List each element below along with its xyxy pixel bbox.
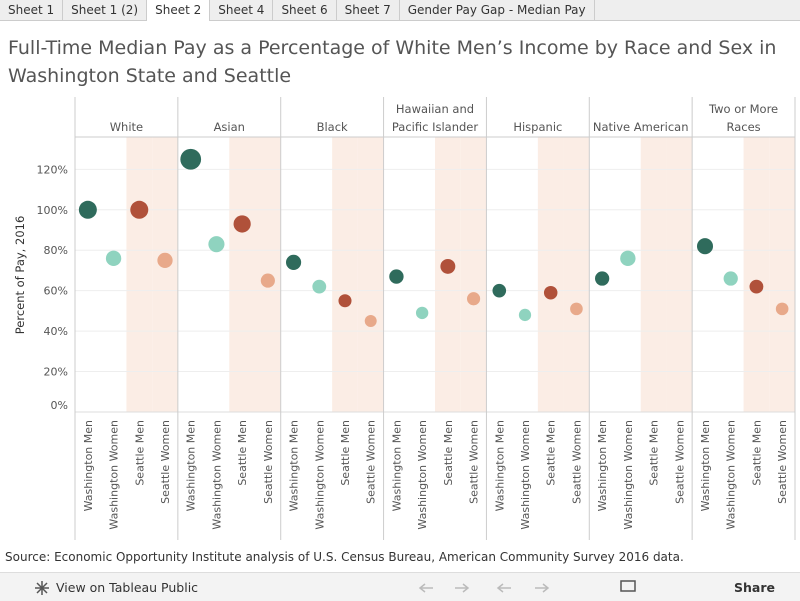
seattle-band: [332, 137, 358, 412]
x-tick-label: Seattle Men: [442, 420, 455, 486]
y-tick-label: 100%: [37, 204, 68, 217]
dot: [208, 236, 225, 253]
panel-header: White: [109, 120, 144, 134]
x-tick-label: Seattle Men: [339, 420, 352, 486]
dot: [570, 302, 583, 316]
dot: [233, 215, 251, 233]
y-tick-label: 40%: [44, 325, 68, 338]
seattle-band: [640, 137, 667, 412]
x-tick-label: Seattle Women: [365, 420, 378, 504]
dot: [466, 292, 481, 306]
seattle-band: [666, 137, 693, 412]
dot: [157, 252, 173, 268]
chart: 0% 20% 40% 60% 80% 100% 120% Percent of Pay, 20…: [13, 97, 796, 540]
y-tick-label: 20%: [44, 366, 68, 379]
tab[interactable]: Sheet 6: [273, 0, 337, 20]
tab[interactable]: Gender Pay Gap - Median Pay: [400, 0, 595, 20]
x-tick-label: Washington Men: [390, 420, 403, 511]
dot: [364, 315, 377, 327]
x-tick-label: Washington Women: [622, 420, 635, 530]
y-axis-label: Percent of Pay, 2016: [13, 216, 27, 335]
x-tick-label: Washington Men: [288, 420, 301, 511]
x-tick-label: Washington Men: [493, 420, 506, 511]
x-tick-label: Seattle Women: [570, 420, 583, 504]
dot: [492, 283, 507, 298]
seattle-band: [357, 137, 384, 412]
tableau-icon: [35, 581, 49, 595]
tab[interactable]: Sheet 1 (2): [63, 0, 148, 20]
dot: [105, 250, 122, 267]
dot: [415, 306, 429, 320]
x-tick-label: Washington Women: [108, 420, 121, 530]
dot: [389, 269, 404, 284]
dot: [286, 254, 302, 270]
y-tick-label: 80%: [44, 244, 68, 257]
x-tick-label: Seattle Men: [236, 420, 249, 486]
y-tick-label: 60%: [44, 285, 68, 298]
dot: [620, 250, 636, 267]
tab[interactable]: Sheet 4: [210, 0, 274, 20]
chart-title: Full-Time Median Pay as a Percentage of …: [8, 37, 777, 87]
panel-header: Asian: [213, 120, 245, 134]
x-tick-label: Washington Men: [185, 420, 198, 511]
seattle-band: [126, 137, 153, 412]
dot: [543, 285, 558, 300]
x-tick-label: Washington Women: [416, 420, 429, 530]
seattle-band: [537, 137, 564, 412]
toolbar-icons: [418, 580, 636, 593]
dot: [595, 271, 610, 286]
dot: [696, 238, 714, 255]
dot: [518, 308, 532, 322]
tab[interactable]: Sheet 1: [0, 0, 64, 20]
source-note: Source: Economic Opportunity Institute a…: [5, 550, 684, 564]
seattle-band: [563, 137, 590, 412]
panel-header: Native American: [592, 120, 689, 134]
x-tick-label: Washington Women: [210, 420, 223, 530]
share-button[interactable]: Share: [734, 580, 775, 595]
panel-header: Two or More Races: [708, 102, 779, 134]
dot: [338, 294, 352, 308]
x-tick-label: Seattle Women: [159, 420, 172, 504]
view-link[interactable]: View on Tableau Public: [56, 580, 199, 595]
seattle-band: [743, 137, 770, 412]
seattle-band: [769, 137, 795, 412]
x-tick-label: Washington Women: [725, 420, 738, 530]
dot: [749, 279, 764, 294]
panel-header: Hawaiian and Pacific Islander: [391, 102, 479, 134]
y-tick-label: 0%: [51, 399, 68, 412]
panel-header: Hispanic: [513, 120, 563, 134]
x-tick-label: Seattle Men: [133, 420, 146, 486]
dot: [130, 200, 149, 219]
seattle-band: [229, 137, 255, 412]
tab[interactable]: Sheet 7: [337, 0, 400, 20]
x-tick-label: Washington Women: [313, 420, 326, 530]
seattle-band: [460, 137, 487, 412]
dot: [312, 279, 327, 294]
x-tick-label: Seattle Men: [545, 420, 558, 486]
x-tick-label: Seattle Women: [776, 420, 789, 504]
x-tick-label: Seattle Women: [673, 420, 686, 504]
x-tick-label: Seattle Women: [468, 420, 481, 504]
seattle-band: [435, 137, 461, 412]
dot: [440, 258, 456, 274]
dot: [775, 302, 789, 316]
dot: [180, 148, 202, 170]
dot: [723, 271, 738, 286]
tab[interactable]: Sheet 2: [147, 0, 211, 21]
x-tick-label: Seattle Women: [262, 420, 275, 504]
x-tick-label: Seattle Men: [750, 420, 763, 486]
x-tick-label: Washington Men: [82, 420, 95, 511]
seattle-band: [152, 137, 178, 412]
panel-header: Black: [316, 120, 348, 134]
dot: [260, 273, 275, 288]
x-tick-label: Seattle Men: [648, 420, 661, 486]
dot: [78, 200, 97, 219]
toolbar: View on Tableau Public Share: [0, 572, 800, 601]
x-tick-label: Washington Men: [699, 420, 712, 511]
y-tick-label: 120%: [37, 163, 68, 176]
x-tick-label: Washington Women: [519, 420, 532, 530]
x-tick-label: Washington Men: [596, 420, 609, 511]
